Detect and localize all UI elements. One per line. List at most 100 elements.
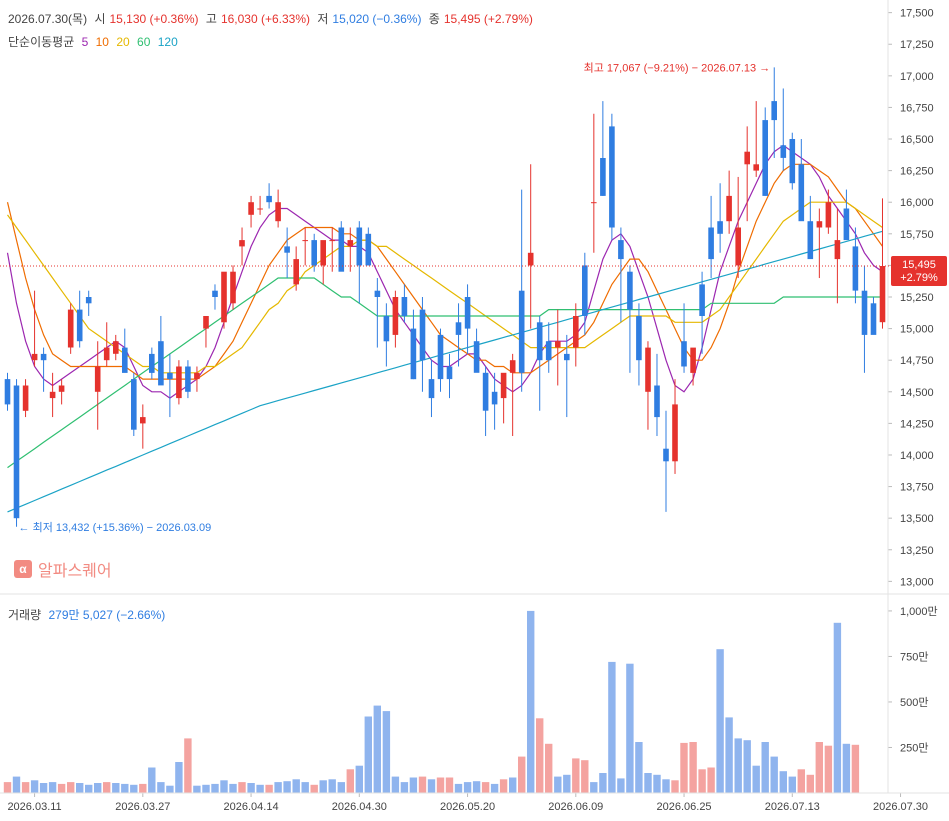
volume-bar[interactable] (21, 782, 30, 793)
candle[interactable] (807, 195, 814, 260)
volume-bar[interactable] (427, 779, 436, 793)
volume-bar[interactable] (283, 781, 291, 793)
candle[interactable] (131, 372, 137, 437)
volume-bar[interactable] (752, 765, 760, 793)
volume-bar[interactable] (94, 783, 102, 793)
candle[interactable] (672, 379, 678, 474)
candle[interactable] (176, 360, 182, 405)
volume-bar[interactable] (30, 780, 39, 793)
volume-bar[interactable] (175, 762, 183, 793)
candle[interactable] (573, 303, 579, 367)
volume-bar[interactable] (770, 756, 778, 793)
volume-bar[interactable] (815, 742, 823, 793)
candle[interactable] (40, 347, 47, 392)
candle[interactable] (744, 126, 750, 222)
candle[interactable] (167, 353, 173, 418)
candlestick-series[interactable] (4, 67, 886, 527)
volume-bar[interactable] (527, 610, 535, 793)
candle[interactable] (347, 227, 354, 272)
candle[interactable] (473, 328, 480, 373)
candle[interactable] (500, 372, 507, 424)
volume-bar[interactable] (707, 767, 715, 794)
candle[interactable] (149, 347, 155, 380)
candle[interactable] (203, 316, 209, 348)
candle[interactable] (383, 303, 390, 367)
volume-bar[interactable] (193, 785, 201, 793)
volume-bar[interactable] (842, 743, 851, 793)
volume-bar[interactable] (509, 777, 517, 794)
volume-bar[interactable] (328, 779, 336, 793)
candle[interactable] (374, 278, 381, 348)
candle[interactable] (527, 164, 534, 329)
candle[interactable] (248, 195, 254, 228)
volume-bar[interactable] (48, 782, 57, 793)
candle[interactable] (663, 410, 669, 512)
candle[interactable] (690, 347, 696, 386)
volume-bar[interactable] (409, 777, 418, 794)
volume-bar[interactable] (274, 782, 282, 793)
candle[interactable] (140, 404, 146, 449)
volume-bar[interactable] (581, 760, 589, 793)
volume-bar[interactable] (238, 782, 246, 793)
volume-series[interactable] (3, 610, 860, 794)
candle[interactable] (780, 88, 787, 171)
candle[interactable] (122, 328, 128, 373)
candle[interactable] (365, 227, 372, 266)
volume-bar[interactable] (445, 777, 454, 794)
volume-bar[interactable] (662, 779, 670, 793)
volume-bar[interactable] (743, 740, 751, 793)
candle[interactable] (717, 183, 723, 253)
volume-bar[interactable] (536, 718, 544, 793)
candle[interactable] (545, 322, 552, 373)
volume-bar[interactable] (499, 779, 508, 793)
candle[interactable] (356, 221, 363, 304)
candle[interactable] (870, 297, 877, 335)
volume-bar[interactable] (220, 780, 228, 793)
candle[interactable] (609, 113, 615, 241)
volume-bar[interactable] (103, 782, 111, 793)
candle[interactable] (446, 353, 453, 399)
candle[interactable] (843, 189, 850, 241)
volume-bar[interactable] (671, 780, 679, 793)
candle[interactable] (49, 372, 56, 418)
candle[interactable] (735, 176, 741, 279)
volume-bar[interactable] (391, 776, 400, 793)
volume-bar[interactable] (490, 783, 499, 793)
candle[interactable] (428, 360, 435, 418)
candle[interactable] (861, 265, 868, 373)
candle[interactable] (437, 328, 444, 392)
volume-bar[interactable] (364, 716, 372, 794)
volume-bar[interactable] (481, 782, 490, 793)
volume-bar[interactable] (824, 745, 833, 793)
volume-bar[interactable] (130, 784, 138, 793)
volume-bar[interactable] (554, 776, 562, 793)
volume-bar[interactable] (454, 783, 463, 793)
candle[interactable] (627, 265, 633, 373)
volume-bar[interactable] (157, 782, 165, 793)
volume-bar[interactable] (851, 744, 860, 794)
volume-bar[interactable] (626, 663, 634, 793)
candle[interactable] (329, 227, 335, 272)
candle[interactable] (825, 189, 832, 234)
volume-bar[interactable] (121, 783, 129, 793)
volume-bar[interactable] (247, 783, 255, 793)
candle[interactable] (302, 227, 308, 266)
candle[interactable] (158, 315, 164, 386)
volume-bar[interactable] (653, 774, 661, 793)
volume-bar[interactable] (229, 783, 237, 793)
candle[interactable] (582, 252, 588, 335)
volume-bar[interactable] (112, 783, 120, 793)
volume-bar[interactable] (256, 784, 264, 793)
candle[interactable] (771, 67, 777, 158)
volume-bar[interactable] (67, 782, 75, 793)
volume-bar[interactable] (518, 756, 526, 793)
volume-bar[interactable] (400, 782, 409, 793)
volume-bar[interactable] (355, 765, 363, 793)
candle[interactable] (555, 309, 561, 386)
volume-bar[interactable] (545, 743, 553, 793)
candle[interactable] (31, 290, 38, 367)
volume-bar[interactable] (148, 767, 156, 794)
candle[interactable] (879, 198, 886, 329)
candle[interactable] (789, 132, 796, 190)
volume-bar[interactable] (85, 784, 93, 793)
